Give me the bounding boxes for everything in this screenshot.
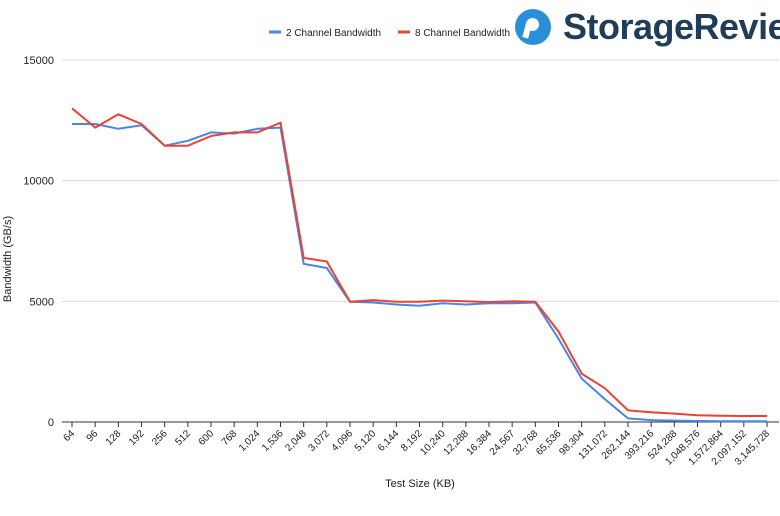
y-tick-label: 10000 xyxy=(23,176,54,188)
y-tick-label: 15000 xyxy=(23,55,54,67)
x-tick-label: 256 xyxy=(150,428,170,448)
series-line-2-channel xyxy=(72,123,767,423)
x-tick-label: 2,048 xyxy=(283,428,309,454)
y-tick-label: 5000 xyxy=(30,296,54,308)
x-tick-label: 64 xyxy=(61,428,77,444)
storagereview-logo-icon xyxy=(515,9,551,45)
series-lines xyxy=(71,107,767,423)
x-tick-label: 1,024 xyxy=(237,428,263,454)
grid-lines xyxy=(62,59,779,423)
x-tick-label: 600 xyxy=(197,428,217,448)
x-tick-label: 6,144 xyxy=(376,428,402,454)
y-tick-label: 0 xyxy=(48,417,54,429)
brand-name: StorageReview xyxy=(563,6,780,47)
x-axis-label: Test Size (KB) xyxy=(385,478,455,490)
x-tick-label: 128 xyxy=(104,428,124,448)
legend-label: 2 Channel Bandwidth xyxy=(286,28,381,39)
series-line-8-channel xyxy=(71,107,767,417)
y-axis-label: Bandwidth (GB/s) xyxy=(2,216,14,302)
x-tick-label: 4,096 xyxy=(330,428,356,454)
y-axis-ticks: 0 5000 10000 15000 xyxy=(23,55,54,429)
legend: 2 Channel Bandwidth 8 Channel Bandwidth xyxy=(269,28,510,39)
x-tick-label: 768 xyxy=(220,428,240,448)
x-tick-label: 96 xyxy=(85,428,101,444)
x-tick-label: 512 xyxy=(173,428,193,448)
x-tick-label: 1,536 xyxy=(260,428,286,454)
x-tick-label: 192 xyxy=(127,428,147,448)
legend-label: 8 Channel Bandwidth xyxy=(415,28,510,39)
x-tick-label: 3,072 xyxy=(306,428,332,454)
x-axis-ticks: 64 96 128 192 256 512 600 7681,0241,5362,0483,0… xyxy=(61,422,772,468)
x-tick-label: 5,120 xyxy=(353,428,379,454)
storagereview-logo: StorageReview xyxy=(515,6,780,48)
